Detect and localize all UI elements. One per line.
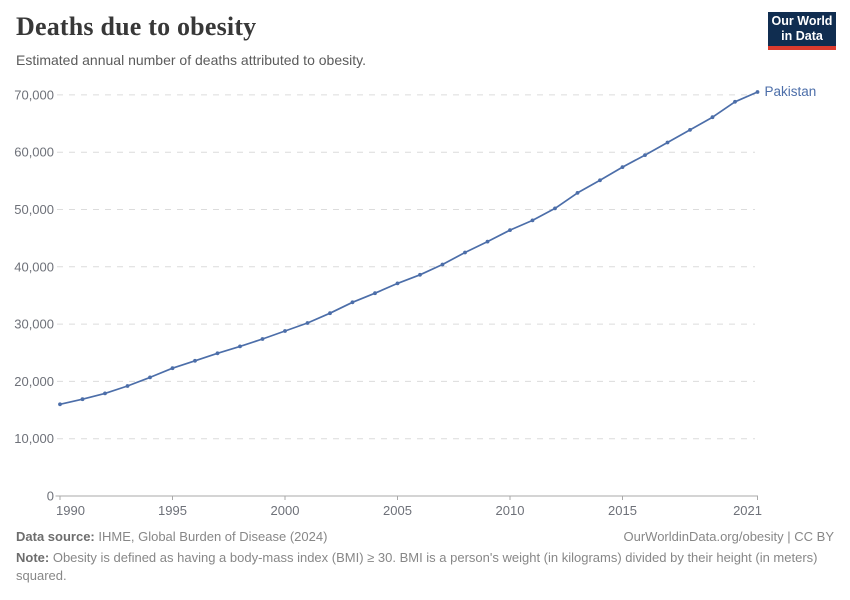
data-point xyxy=(508,228,512,233)
data-point xyxy=(418,272,422,277)
footer-note-text: Obesity is defined as having a body-mass… xyxy=(16,550,818,584)
data-line xyxy=(59,91,759,406)
owid-logo-text: Our World in Data xyxy=(768,12,836,46)
x-axis-tick-label: 1990 xyxy=(56,503,85,518)
data-source-text: IHME, Global Burden of Disease (2024) xyxy=(94,529,328,544)
y-axis-tick-label: 40,000 xyxy=(14,259,54,274)
data-point xyxy=(170,366,175,371)
x-axis-tick-label: 2000 xyxy=(271,503,300,518)
data-point xyxy=(395,281,400,286)
x-axis-tick-label: 2015 xyxy=(608,503,637,518)
owid-logo-stripe xyxy=(768,46,836,50)
y-axis-tick-label: 20,000 xyxy=(14,374,54,389)
data-point xyxy=(350,300,355,305)
x-axis-tick-label: 2005 xyxy=(383,503,412,518)
y-axis-tick-label: 60,000 xyxy=(14,145,54,160)
data-point xyxy=(620,165,625,170)
footer-note: Note: Obesity is defined as having a bod… xyxy=(16,549,834,585)
data-point xyxy=(598,178,602,183)
x-axis-tick-label: 1995 xyxy=(158,503,187,518)
data-point xyxy=(575,191,580,195)
x-axis-tick-label: 2021 xyxy=(733,503,762,518)
footer-link[interactable]: OurWorldinData.org/obesity | CC BY xyxy=(623,529,835,544)
y-axis-tick-label: 10,000 xyxy=(14,431,54,446)
data-source-label: Data source: xyxy=(16,529,95,544)
data-point xyxy=(733,99,737,104)
y-axis-tick-label: 30,000 xyxy=(14,317,54,332)
deaths-line-chart: 0 10,000 20,000 30,000 40,000 50,000 60,000 70,… xyxy=(14,84,817,518)
data-point xyxy=(553,206,557,211)
data-point xyxy=(643,153,647,158)
data-point xyxy=(530,218,535,223)
data-source: Data source: IHME, Global Burden of Dise… xyxy=(16,528,327,546)
y-axis-tick-label: 50,000 xyxy=(14,202,54,217)
data-point xyxy=(305,321,310,325)
data-point xyxy=(755,90,760,94)
data-point xyxy=(125,384,130,388)
data-point xyxy=(710,115,715,120)
data-point xyxy=(103,391,107,396)
page-title: Deaths due to obesity xyxy=(16,12,257,41)
data-point xyxy=(148,375,152,380)
data-point xyxy=(485,239,490,244)
x-axis-tick-label: 2010 xyxy=(496,503,525,518)
data-point xyxy=(80,397,85,402)
footer-note-label: Note: xyxy=(16,550,50,566)
data-point xyxy=(193,358,197,363)
data-point xyxy=(283,329,287,333)
data-point xyxy=(238,344,242,349)
data-point xyxy=(665,140,670,145)
y-axis-tick-label: 0 xyxy=(47,489,54,504)
entity-label: Pakistan xyxy=(765,84,817,99)
data-point xyxy=(463,250,467,255)
owid-logo-line2: in Data xyxy=(781,29,823,43)
owid-logo: Our World in Data xyxy=(768,12,836,50)
data-point xyxy=(58,402,62,407)
data-point xyxy=(328,311,332,316)
data-point xyxy=(215,351,220,356)
data-point xyxy=(440,262,445,267)
chart-subtitle: Estimated annual number of deaths attrib… xyxy=(16,52,366,68)
owid-logo-line1: Our World xyxy=(771,14,833,28)
y-axis-tick-label: 70,000 xyxy=(14,87,54,102)
chart-footer: Data source: IHME, Global Burden of Dise… xyxy=(16,528,834,586)
data-point xyxy=(373,291,377,296)
data-point xyxy=(688,127,692,132)
data-point xyxy=(260,337,265,341)
